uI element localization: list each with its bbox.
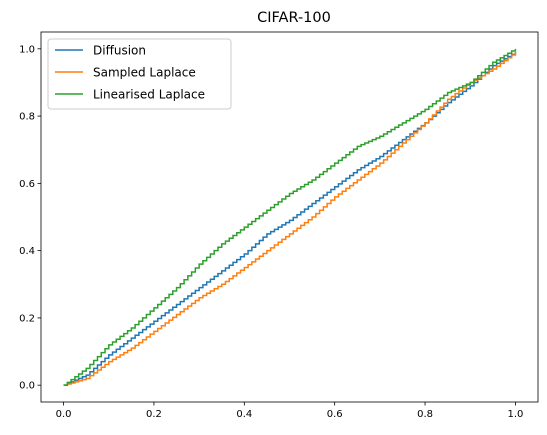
x-tick-label: 0.0 (56, 409, 72, 420)
legend-label: Diffusion (93, 44, 146, 58)
y-tick-label: 0.8 (19, 112, 35, 123)
x-tick-label: 1.0 (507, 409, 523, 420)
y-tick-label: 1.0 (19, 44, 35, 55)
y-tick-label: 0.0 (19, 381, 35, 392)
series-line-sampled-laplace (63, 52, 517, 386)
legend-box (47, 38, 232, 110)
y-tick-label: 0.2 (19, 313, 35, 324)
legend-label: Sampled Laplace (93, 66, 196, 80)
series-line-linearised-laplace (63, 48, 517, 386)
x-tick-label: 0.4 (236, 409, 252, 420)
legend-label: Linearised Laplace (93, 88, 205, 102)
series-layer (63, 48, 517, 386)
y-tick-label: 0.4 (19, 246, 35, 257)
axes-frame (40, 31, 539, 403)
x-tick-label: 0.6 (327, 409, 343, 420)
axes-layer: 0.0 0.2 0.4 0.6 0.8 1.0 0.0 0.2 0.4 0.6 0.8 1.0 (19, 31, 539, 420)
legend: Diffusion Sampled Laplace Linearised Lapla… (47, 38, 232, 110)
x-tick-label: 0.8 (417, 409, 433, 420)
x-tick-label: 0.2 (146, 409, 162, 420)
chart-title: CIFAR-100 (257, 10, 331, 26)
y-tick-label: 0.6 (19, 179, 35, 190)
